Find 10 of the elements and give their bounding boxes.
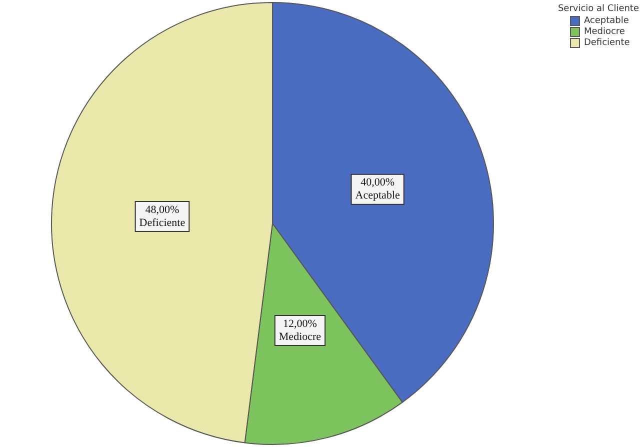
legend-label: Aceptable (584, 16, 629, 26)
data-label: 12,00% (283, 318, 317, 330)
slice-label: Mediocre (278, 330, 322, 343)
legend-label: Mediocre (584, 27, 625, 37)
slice-label: Deficiente (139, 216, 186, 229)
data-label: 40,00% (360, 176, 395, 189)
legend-title: Servicio al Cliente (558, 4, 639, 14)
data-label: 48,00% (145, 204, 180, 216)
slice-label: Aceptable (355, 190, 400, 202)
legend-label: Deficiente (584, 38, 630, 48)
